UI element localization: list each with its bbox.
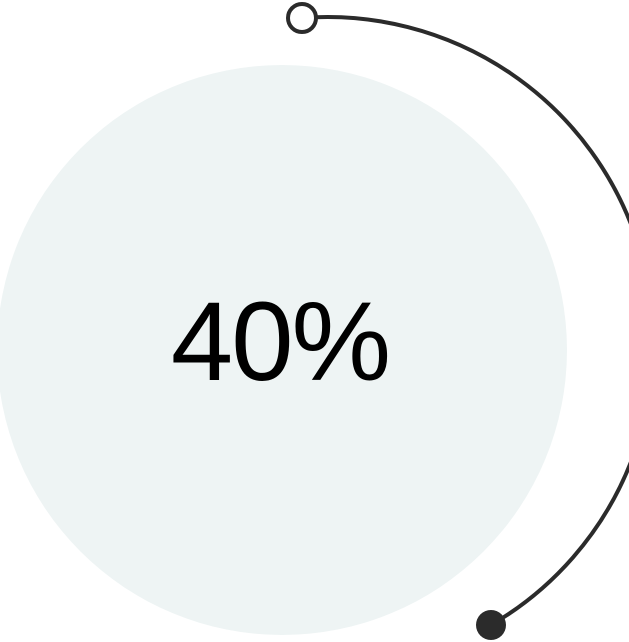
arc-start-dot: [286, 2, 318, 34]
progress-arc: [300, 15, 629, 627]
arc-end-dot: [476, 610, 506, 640]
progress-percent-label: 40%: [170, 279, 391, 404]
progress-disc: [0, 65, 567, 635]
